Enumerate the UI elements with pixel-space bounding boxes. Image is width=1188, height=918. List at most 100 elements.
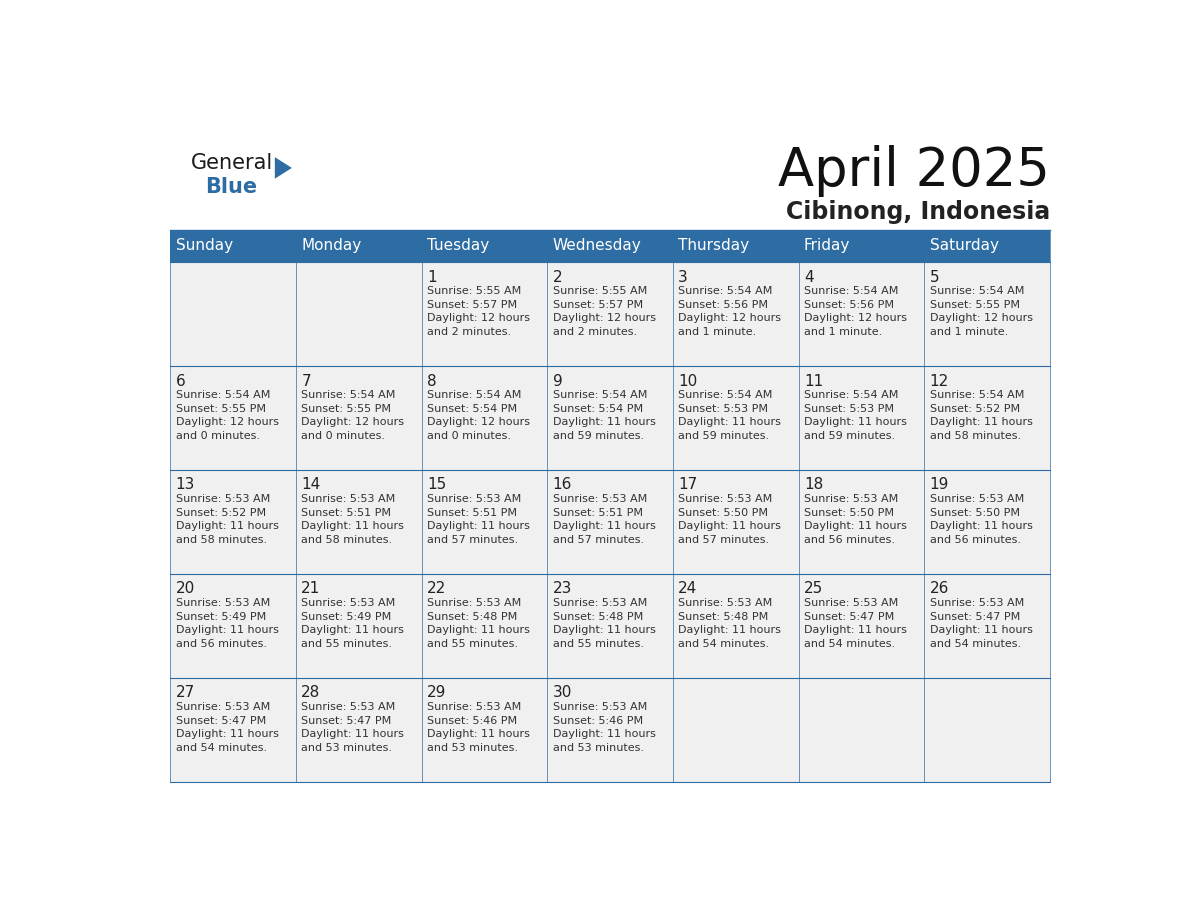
Bar	[170, 262, 296, 365]
Text: Sunrise: 5:54 AM: Sunrise: 5:54 AM	[929, 390, 1024, 400]
Text: Sunset: 5:54 PM: Sunset: 5:54 PM	[552, 404, 643, 414]
Text: Daylight: 11 hours: Daylight: 11 hours	[678, 625, 782, 635]
Text: and 59 minutes.: and 59 minutes.	[552, 431, 644, 441]
Bar	[548, 262, 672, 365]
Text: and 1 minute.: and 1 minute.	[929, 327, 1007, 337]
Bar	[170, 470, 296, 574]
Text: Daylight: 11 hours: Daylight: 11 hours	[176, 521, 278, 532]
Text: Blue: Blue	[206, 177, 257, 197]
Bar	[672, 365, 798, 470]
Text: and 55 minutes.: and 55 minutes.	[552, 639, 644, 649]
Text: Sunset: 5:50 PM: Sunset: 5:50 PM	[678, 508, 769, 518]
Text: 12: 12	[929, 374, 949, 388]
Text: 9: 9	[552, 374, 562, 388]
Text: and 54 minutes.: and 54 minutes.	[804, 639, 895, 649]
Text: and 53 minutes.: and 53 minutes.	[302, 743, 392, 753]
Text: and 1 minute.: and 1 minute.	[804, 327, 883, 337]
Text: and 56 minutes.: and 56 minutes.	[804, 535, 895, 544]
Text: Sunrise: 5:53 AM: Sunrise: 5:53 AM	[678, 599, 772, 609]
Text: Daylight: 11 hours: Daylight: 11 hours	[678, 521, 782, 532]
Text: Daylight: 12 hours: Daylight: 12 hours	[176, 418, 279, 428]
Text: and 55 minutes.: and 55 minutes.	[302, 639, 392, 649]
Text: and 55 minutes.: and 55 minutes.	[426, 639, 518, 649]
Text: 23: 23	[552, 581, 571, 597]
Text: Sunset: 5:52 PM: Sunset: 5:52 PM	[176, 508, 266, 518]
Text: and 0 minutes.: and 0 minutes.	[302, 431, 385, 441]
Bar	[422, 262, 548, 365]
Text: Daylight: 12 hours: Daylight: 12 hours	[678, 313, 782, 323]
Text: Daylight: 12 hours: Daylight: 12 hours	[804, 313, 906, 323]
Bar	[548, 677, 672, 781]
Bar	[924, 470, 1050, 574]
Text: and 53 minutes.: and 53 minutes.	[552, 743, 644, 753]
Bar	[422, 470, 548, 574]
Text: Sunrise: 5:54 AM: Sunrise: 5:54 AM	[804, 286, 898, 297]
Text: Sunrise: 5:53 AM: Sunrise: 5:53 AM	[929, 495, 1024, 504]
Text: Sunset: 5:47 PM: Sunset: 5:47 PM	[176, 716, 266, 726]
Text: Sunrise: 5:54 AM: Sunrise: 5:54 AM	[552, 390, 647, 400]
Text: and 58 minutes.: and 58 minutes.	[302, 535, 392, 544]
Text: 8: 8	[426, 374, 436, 388]
Text: Sunrise: 5:53 AM: Sunrise: 5:53 AM	[302, 495, 396, 504]
Bar	[924, 365, 1050, 470]
Text: 14: 14	[302, 477, 321, 492]
Bar	[672, 574, 798, 677]
Text: Wednesday: Wednesday	[552, 238, 642, 253]
Text: Daylight: 11 hours: Daylight: 11 hours	[302, 521, 404, 532]
Text: 21: 21	[302, 581, 321, 597]
Text: 20: 20	[176, 581, 195, 597]
Text: Sunset: 5:50 PM: Sunset: 5:50 PM	[804, 508, 893, 518]
Text: Daylight: 11 hours: Daylight: 11 hours	[552, 729, 656, 739]
Text: Sunset: 5:54 PM: Sunset: 5:54 PM	[426, 404, 517, 414]
Text: 26: 26	[929, 581, 949, 597]
Text: Thursday: Thursday	[678, 238, 750, 253]
Bar	[924, 574, 1050, 677]
Bar	[422, 677, 548, 781]
Text: Sunset: 5:49 PM: Sunset: 5:49 PM	[302, 611, 392, 621]
Text: Sunset: 5:47 PM: Sunset: 5:47 PM	[302, 716, 392, 726]
Text: Monday: Monday	[302, 238, 361, 253]
Text: Sunrise: 5:53 AM: Sunrise: 5:53 AM	[302, 599, 396, 609]
Text: and 59 minutes.: and 59 minutes.	[804, 431, 895, 441]
Text: Daylight: 11 hours: Daylight: 11 hours	[302, 729, 404, 739]
Bar	[296, 262, 422, 365]
Bar	[548, 365, 672, 470]
Bar	[170, 230, 1050, 262]
Text: 11: 11	[804, 374, 823, 388]
Text: Sunset: 5:56 PM: Sunset: 5:56 PM	[804, 300, 893, 310]
Text: and 53 minutes.: and 53 minutes.	[426, 743, 518, 753]
Text: Daylight: 11 hours: Daylight: 11 hours	[426, 521, 530, 532]
Text: and 58 minutes.: and 58 minutes.	[176, 535, 267, 544]
Text: Sunset: 5:49 PM: Sunset: 5:49 PM	[176, 611, 266, 621]
Text: Sunrise: 5:53 AM: Sunrise: 5:53 AM	[426, 599, 522, 609]
Text: Sunset: 5:53 PM: Sunset: 5:53 PM	[678, 404, 769, 414]
Text: and 0 minutes.: and 0 minutes.	[426, 431, 511, 441]
Text: Saturday: Saturday	[929, 238, 999, 253]
Bar	[296, 574, 422, 677]
Bar	[798, 470, 924, 574]
Text: Sunset: 5:51 PM: Sunset: 5:51 PM	[302, 508, 391, 518]
Text: Sunrise: 5:54 AM: Sunrise: 5:54 AM	[804, 390, 898, 400]
Text: Sunset: 5:55 PM: Sunset: 5:55 PM	[302, 404, 391, 414]
Text: 5: 5	[929, 270, 940, 285]
Bar	[924, 262, 1050, 365]
Text: Sunrise: 5:53 AM: Sunrise: 5:53 AM	[804, 599, 898, 609]
Text: Daylight: 11 hours: Daylight: 11 hours	[678, 418, 782, 428]
Text: Daylight: 11 hours: Daylight: 11 hours	[804, 521, 906, 532]
Text: Sunset: 5:48 PM: Sunset: 5:48 PM	[426, 611, 517, 621]
Text: Sunset: 5:55 PM: Sunset: 5:55 PM	[929, 300, 1019, 310]
Text: 16: 16	[552, 477, 571, 492]
Bar	[170, 677, 296, 781]
Text: Sunrise: 5:54 AM: Sunrise: 5:54 AM	[302, 390, 396, 400]
Text: Daylight: 11 hours: Daylight: 11 hours	[552, 418, 656, 428]
Text: Sunrise: 5:53 AM: Sunrise: 5:53 AM	[426, 702, 522, 712]
Text: Friday: Friday	[804, 238, 851, 253]
Text: 22: 22	[426, 581, 447, 597]
Text: Sunrise: 5:54 AM: Sunrise: 5:54 AM	[426, 390, 522, 400]
Text: Sunrise: 5:53 AM: Sunrise: 5:53 AM	[929, 599, 1024, 609]
Text: General: General	[191, 152, 273, 173]
Bar	[798, 365, 924, 470]
Bar	[798, 574, 924, 677]
Text: Daylight: 12 hours: Daylight: 12 hours	[552, 313, 656, 323]
Bar	[422, 574, 548, 677]
